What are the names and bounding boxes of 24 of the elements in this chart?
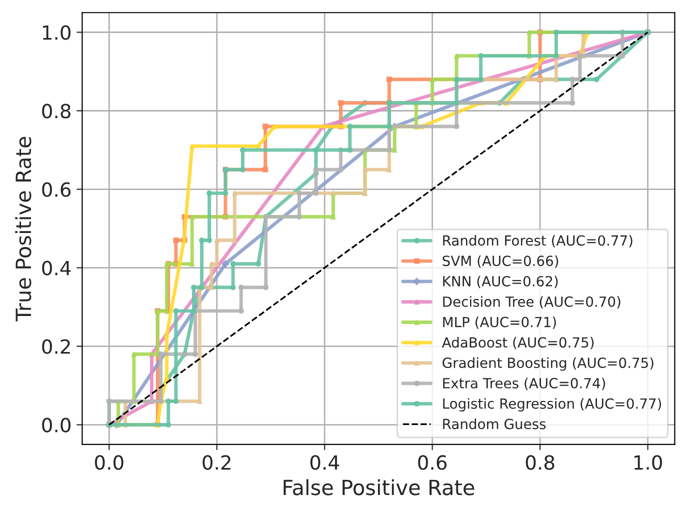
legend-label: Extra Trees (AUC=0.74)	[443, 378, 606, 390]
legend-label: Logistic Regression (AUC=0.77)	[443, 398, 662, 412]
legend-label: Decision Tree (AUC=0.70)	[443, 296, 620, 309]
legend-label: KNN (AUC=0.62)	[443, 276, 558, 288]
y-axis-title: True Positive Rate	[15, 136, 32, 322]
y-tick-label: 0.2	[42, 339, 70, 354]
x-tick-label: 0.2	[202, 455, 230, 470]
x-tick-label: 0.6	[418, 455, 447, 470]
x-tick-label: 1.0	[634, 455, 662, 470]
y-tick-label: 0.8	[42, 104, 70, 118]
legend-label: Gradient Boosting (AUC=0.75)	[442, 357, 654, 371]
y-tick-label: 0.6	[42, 182, 71, 197]
legend-label: MLP (AUC=0.71)	[443, 316, 556, 329]
x-axis-title: False Positive Rate	[284, 479, 474, 496]
x-tick-label: 0.8	[526, 455, 554, 470]
y-tick-label: 0.4	[42, 260, 71, 276]
legend-label: Random Guess	[443, 418, 546, 430]
y-tick-label: 0.0	[42, 418, 70, 432]
x-tick-label: 0.4	[310, 455, 339, 470]
legend-label: Random Forest (AUC=0.77)	[443, 234, 632, 248]
x-tick-label: 0.0	[94, 455, 124, 470]
y-tick-label: 1.0	[42, 25, 70, 40]
legend-label: SVM (AUC=0.66)	[442, 255, 558, 268]
legend-label: AdaBoost (AUC=0.75)	[442, 336, 594, 350]
